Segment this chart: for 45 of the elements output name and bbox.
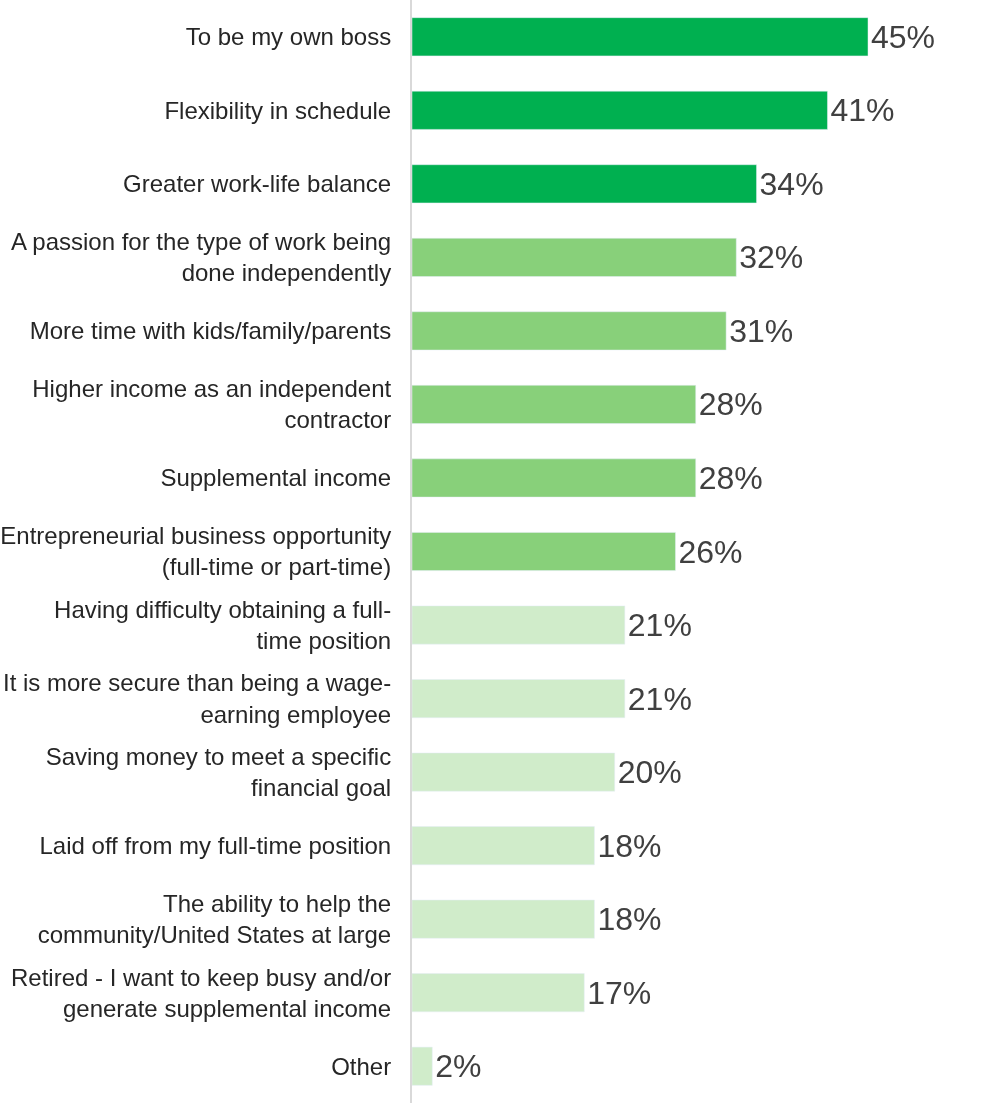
bar — [412, 17, 869, 57]
data-label: 28% — [698, 386, 763, 423]
data-label: 20% — [617, 754, 682, 791]
data-label: 18% — [597, 901, 662, 938]
bar — [412, 605, 626, 645]
bar — [412, 1046, 433, 1086]
y-tick-label: Supplemental income — [160, 464, 392, 492]
data-label: 45% — [871, 18, 936, 55]
data-label: 21% — [627, 607, 692, 644]
y-tick-label: To be my own boss — [185, 23, 392, 51]
data-label: 41% — [830, 92, 895, 129]
bar — [412, 385, 696, 424]
data-label: 26% — [678, 533, 743, 570]
data-label: 18% — [597, 827, 662, 864]
data-label: 17% — [587, 974, 652, 1011]
data-label: 28% — [698, 459, 763, 496]
y-tick-label: Retired - I want to keep busy and/or generate supplemental income — [11, 963, 392, 1022]
y-tick-label: Flexibility in schedule — [164, 96, 392, 124]
y-tick-label: Saving money to meet a specific financial goal — [45, 742, 392, 802]
bar — [412, 973, 585, 1013]
data-label: 31% — [729, 312, 794, 349]
y-tick-label: The ability to help the community/United States at large — [37, 889, 392, 949]
y-tick-label: Higher income as an independent contractor — [32, 375, 392, 434]
bar — [412, 311, 727, 351]
y-tick-label: Having difficulty obtaining a full-time position — [54, 595, 392, 655]
bar — [412, 679, 626, 718]
y-tick-label: It is more secure than being a wage-earning employee — [2, 669, 392, 728]
data-label: 34% — [759, 165, 824, 202]
bar — [412, 458, 696, 498]
data-label: 32% — [739, 239, 804, 276]
y-tick-label: Entrepreneurial business opportunity (full-time or part-time) — [0, 522, 392, 581]
bar — [412, 238, 737, 277]
y-tick-label: Other — [331, 1052, 392, 1080]
data-label: 2% — [435, 1048, 482, 1085]
bar — [412, 90, 828, 130]
bar — [412, 164, 757, 204]
bar — [412, 826, 595, 865]
y-tick-label: Greater work-life balance — [123, 170, 392, 198]
y-tick-label: Laid off from my full-time position — [39, 832, 392, 860]
bar — [412, 899, 595, 939]
y-tick-label: More time with kids/family/parents — [29, 317, 392, 345]
bar — [412, 532, 676, 571]
bar — [412, 752, 615, 792]
data-label: 21% — [627, 680, 692, 717]
y-tick-label: A passion for the type of work being done independently — [10, 228, 392, 287]
